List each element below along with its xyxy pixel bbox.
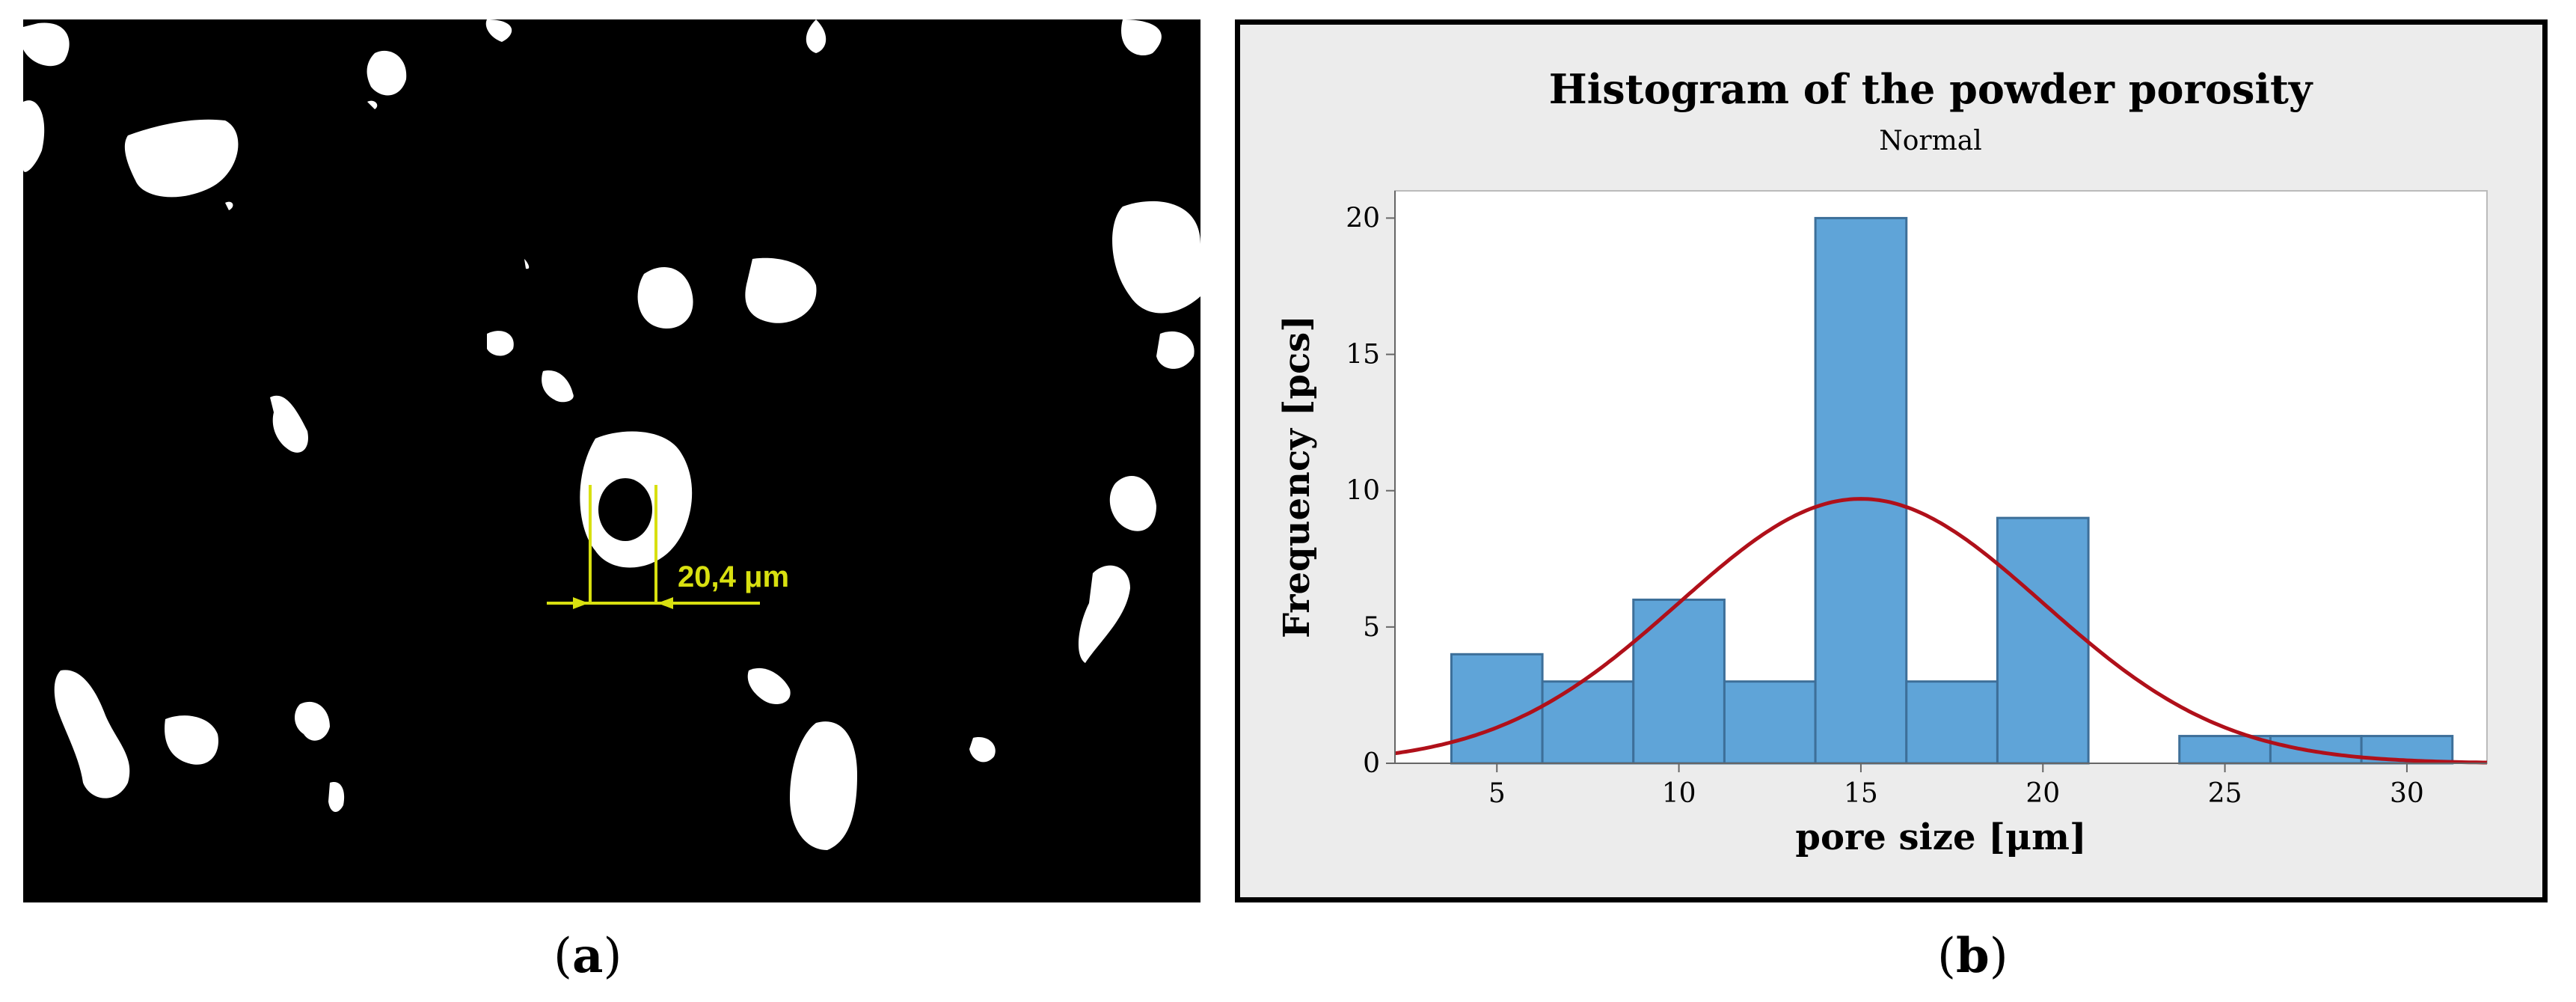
caption-b: (b) [1937,928,2008,984]
y-tick-label: 0 [1363,748,1380,779]
particle [225,201,233,210]
particles [23,19,1200,850]
particle [367,100,378,109]
x-tick-label: 20 [2025,778,2060,809]
histogram-bar [2178,735,2272,765]
arrow-right-icon [657,597,673,609]
particle [637,267,693,329]
particle [1109,476,1156,531]
particle [1112,201,1200,314]
histogram-bar [2269,735,2363,765]
x-tick-label: 15 [1844,778,1878,809]
particle [1078,565,1130,663]
particle [165,715,218,765]
particle [542,370,574,403]
y-tick-label: 20 [1346,203,1380,233]
histogram-bar [1632,598,1726,765]
particle [270,395,308,453]
y-tick-label: 10 [1346,476,1380,507]
particle [745,257,817,323]
particle [328,782,345,813]
arrow-left-icon [573,597,589,609]
pore [598,478,652,541]
particle [23,100,45,172]
measurement-label: 20,4 μm [678,560,789,593]
particle [367,50,407,96]
y-axis-label: Frequency [pcs] [1276,315,1318,638]
particle [487,331,514,356]
y-tick-label: 5 [1363,612,1380,643]
particle [23,22,70,67]
chart-subtitle: Normal [1879,126,1982,156]
histogram-chart: Histogram of the powder porosity Normal … [1276,65,2488,858]
caption-a: (a) [553,928,622,984]
y-tick-label: 15 [1346,340,1380,370]
particle [295,701,330,741]
histogram-bar [1905,680,1999,765]
histogram-panel: Histogram of the powder porosity Normal … [1235,19,2548,902]
histogram-bar [1450,653,1544,765]
particle [1121,19,1162,55]
x-tick-label: 25 [2208,778,2242,809]
axes: 5 10 15 20 25 30 0 5 10 15 20 [1346,191,2487,809]
histogram-bar [1814,216,1908,765]
particle [790,721,857,850]
particle [806,19,827,53]
histogram-bar [1723,680,1817,765]
hollow-particle [580,431,693,568]
particle [485,19,512,42]
micrograph-image: 20,4 μm [23,19,1200,850]
particle [747,668,791,704]
x-tick-label: 5 [1488,778,1506,809]
normal-fit-curve [1394,497,2487,765]
plot-area [1394,190,2488,764]
micrograph-panel: 20,4 μm [23,19,1200,902]
particle [524,259,530,269]
x-tick-label: 10 [1662,778,1696,809]
histogram-bar [1541,680,1635,765]
histogram-bar [1996,516,2090,765]
particle [969,737,996,763]
particle [124,119,239,198]
particle [54,670,130,798]
chart-title: Histogram of the powder porosity [1549,65,2313,113]
x-tick-label: 30 [2390,778,2424,809]
particle [1156,331,1195,369]
x-axis-label: pore size [μm] [1795,816,2086,858]
